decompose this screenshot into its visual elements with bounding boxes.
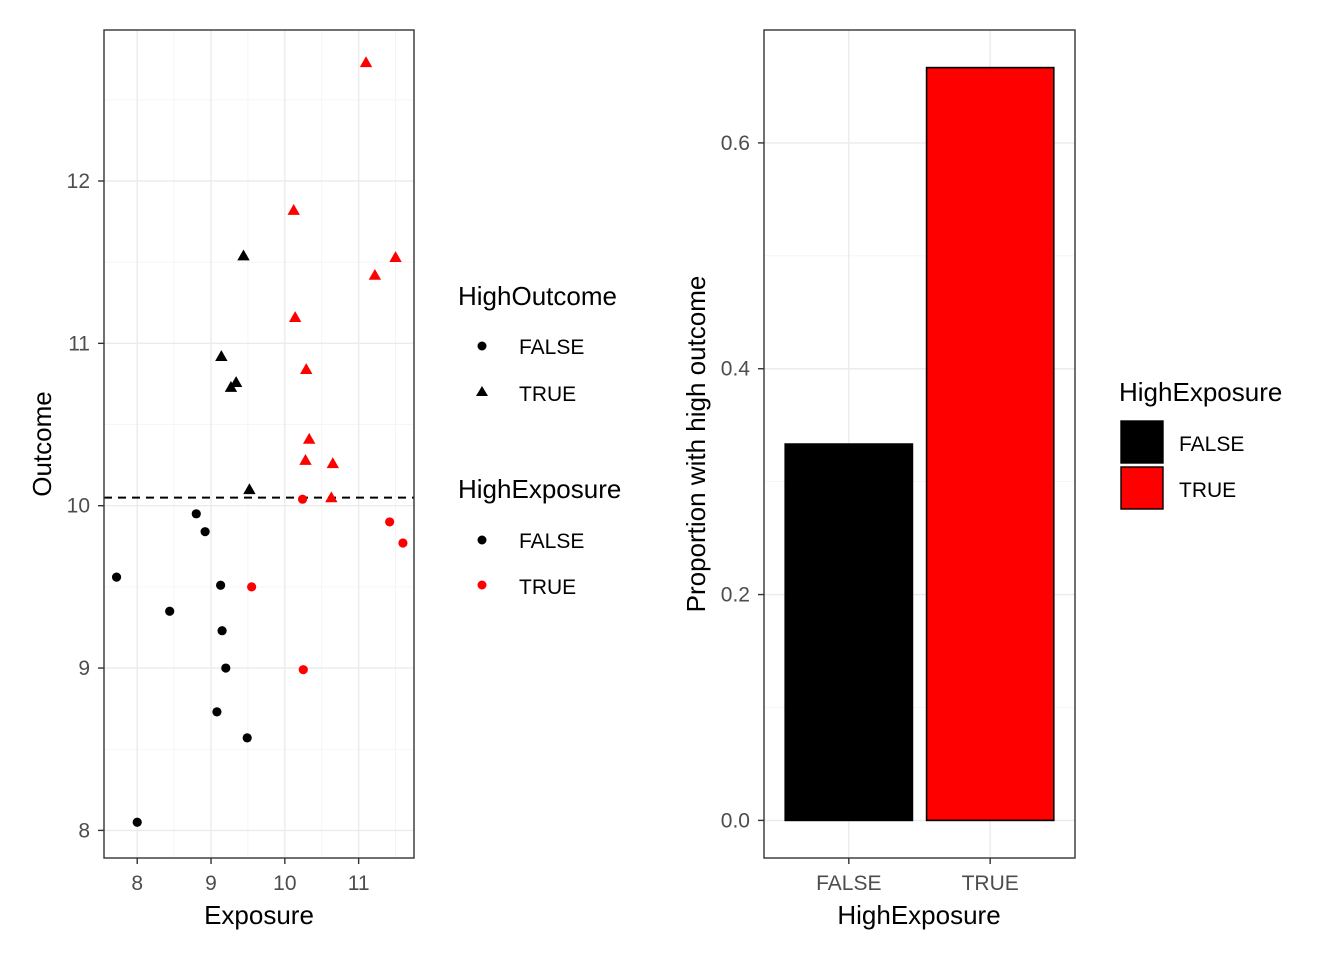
legend-key-red-fill: [1120, 466, 1164, 510]
scatter-point-circle: [297, 494, 308, 504]
legend-high-outcome-title: HighOutcome: [458, 281, 617, 311]
scatter-points: [111, 56, 408, 827]
legend-high-exposure-points: HighExposure FALSE TRUE: [458, 474, 621, 599]
legend-key-black-fill: [1120, 420, 1164, 464]
y-tick-label: 0.0: [721, 809, 750, 832]
x-tick-label: 8: [131, 872, 143, 895]
scatter-x-axis: 8 9 10 11: [131, 858, 370, 895]
scatter-point-circle: [398, 538, 408, 548]
legend-bar-title: HighExposure: [1119, 377, 1282, 407]
bar-false: [784, 443, 914, 822]
scatter-y-axis: 8 9 10 11 12: [67, 170, 104, 842]
scatter-point-triangle: [359, 56, 373, 68]
scatter-point-circle: [191, 509, 201, 519]
scatter-point-triangle: [237, 249, 250, 261]
legend-high-outcome-label-false: FALSE: [519, 336, 584, 359]
y-tick-label: 0.2: [721, 584, 750, 607]
x-tick-label: 9: [205, 872, 217, 895]
legend-high-exposure-bars: HighExposure FALSE TRUE: [1119, 377, 1282, 510]
scatter-point-circle: [247, 582, 257, 592]
scatter-point-triangle: [368, 268, 382, 280]
scatter-grid: [104, 30, 414, 858]
bar-chart: FALSE TRUE 0.0 0.2 0.4 0.6 HighExposure Prop…: [681, 29, 1076, 930]
legend-high-outcome-label-true: TRUE: [519, 383, 576, 406]
scatter-point-triangle: [300, 363, 313, 374]
scatter-point-triangle: [287, 204, 300, 215]
bar-y-axis: 0.0 0.2 0.4 0.6: [721, 132, 764, 832]
legend-key-red-point: [477, 580, 487, 590]
y-tick-label: 8: [78, 819, 90, 842]
scatter-panel-background: [104, 30, 414, 858]
scatter-point-triangle: [299, 454, 312, 465]
y-tick-label: 0.6: [721, 132, 750, 155]
scatter-point-triangle: [325, 491, 338, 503]
scatter-point-triangle: [288, 311, 302, 323]
x-tick-label: FALSE: [816, 872, 881, 895]
y-tick-label: 9: [78, 657, 90, 680]
scatter-point-circle: [212, 707, 222, 717]
bars: [784, 66, 1055, 822]
scatter-point-circle: [216, 580, 226, 590]
legend-key-circle: [477, 341, 487, 351]
scatter-point-circle: [221, 663, 231, 673]
bar-x-axis-title: HighExposure: [837, 900, 1000, 930]
scatter-panel-border: [103, 29, 415, 859]
x-tick-label: 11: [348, 872, 370, 895]
y-tick-label: 10: [67, 495, 90, 518]
scatter-y-axis-title: Outcome: [27, 391, 57, 497]
bar-panel-border: [763, 29, 1076, 859]
scatter-point-circle: [200, 527, 210, 537]
scatter-point-triangle: [302, 432, 316, 444]
scatter-point-triangle: [229, 376, 243, 387]
legend-key-black-point: [477, 535, 487, 545]
y-tick-label: 0.4: [721, 358, 751, 381]
legend-high-exposure-label-false: FALSE: [519, 530, 584, 553]
y-tick-label: 11: [68, 332, 90, 355]
scatter-point-circle: [111, 572, 122, 582]
bar-y-axis-title: Proportion with high outcome: [681, 276, 711, 613]
legend-high-exposure-label-true: TRUE: [519, 576, 576, 599]
legend-bar-label-false: FALSE: [1179, 433, 1244, 456]
scatter-point-triangle: [215, 350, 228, 361]
scatter-x-axis-title: Exposure: [204, 900, 314, 930]
bar-true: [925, 66, 1055, 822]
legend-key-triangle: [476, 386, 488, 396]
y-tick-label: 12: [67, 170, 90, 193]
scatter-point-circle: [298, 665, 308, 675]
scatter-point-circle: [132, 817, 142, 827]
scatter-point-circle: [242, 733, 252, 743]
legend-high-exposure-title: HighExposure: [458, 474, 621, 504]
scatter-point-triangle: [243, 483, 256, 495]
legend-high-outcome: HighOutcome FALSE TRUE: [458, 281, 617, 406]
scatter-point-circle: [385, 517, 395, 527]
bar-x-axis: FALSE TRUE: [816, 858, 1019, 895]
scatter-point-triangle: [326, 457, 340, 469]
x-tick-label: 10: [273, 872, 296, 895]
scatter-point-circle: [165, 606, 175, 616]
scatter-point-triangle: [389, 251, 402, 262]
legend-bar-label-true: TRUE: [1179, 479, 1236, 502]
x-tick-label: TRUE: [962, 872, 1019, 895]
scatter-chart: 8 9 10 11 8 9 10 11 12 Exposure Outcome: [27, 29, 415, 930]
scatter-point-circle: [217, 626, 227, 636]
